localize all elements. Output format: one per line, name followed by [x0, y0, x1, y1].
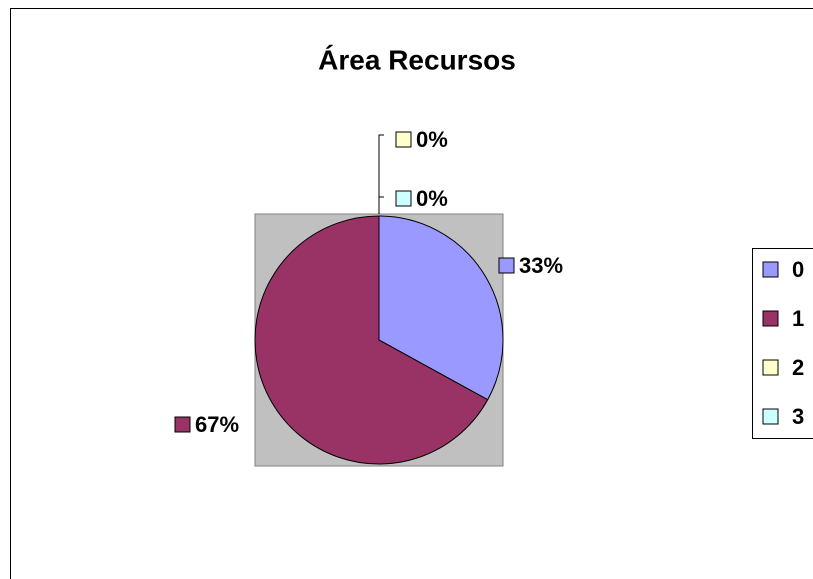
legend-label: 1 [792, 306, 804, 331]
chart-title: Área Recursos [318, 44, 516, 75]
label-key [395, 190, 412, 207]
data-label: 0% [416, 127, 448, 152]
label-key [395, 131, 412, 148]
label-key [498, 257, 515, 274]
legend-key [762, 261, 779, 278]
leader-lines [378, 134, 384, 214]
label-key [174, 416, 191, 433]
data-label: 67% [195, 412, 239, 437]
legend-label: 2 [792, 355, 804, 380]
legend-label: 3 [792, 404, 804, 429]
data-label: 33% [519, 253, 563, 278]
legend-key [762, 359, 779, 376]
pie-slice [378, 215, 504, 401]
legend-key [762, 310, 779, 327]
pie-slice [254, 215, 489, 465]
legend-label: 0 [792, 257, 804, 282]
legend [752, 248, 813, 439]
legend-key [762, 408, 779, 425]
data-label: 0% [416, 186, 448, 211]
